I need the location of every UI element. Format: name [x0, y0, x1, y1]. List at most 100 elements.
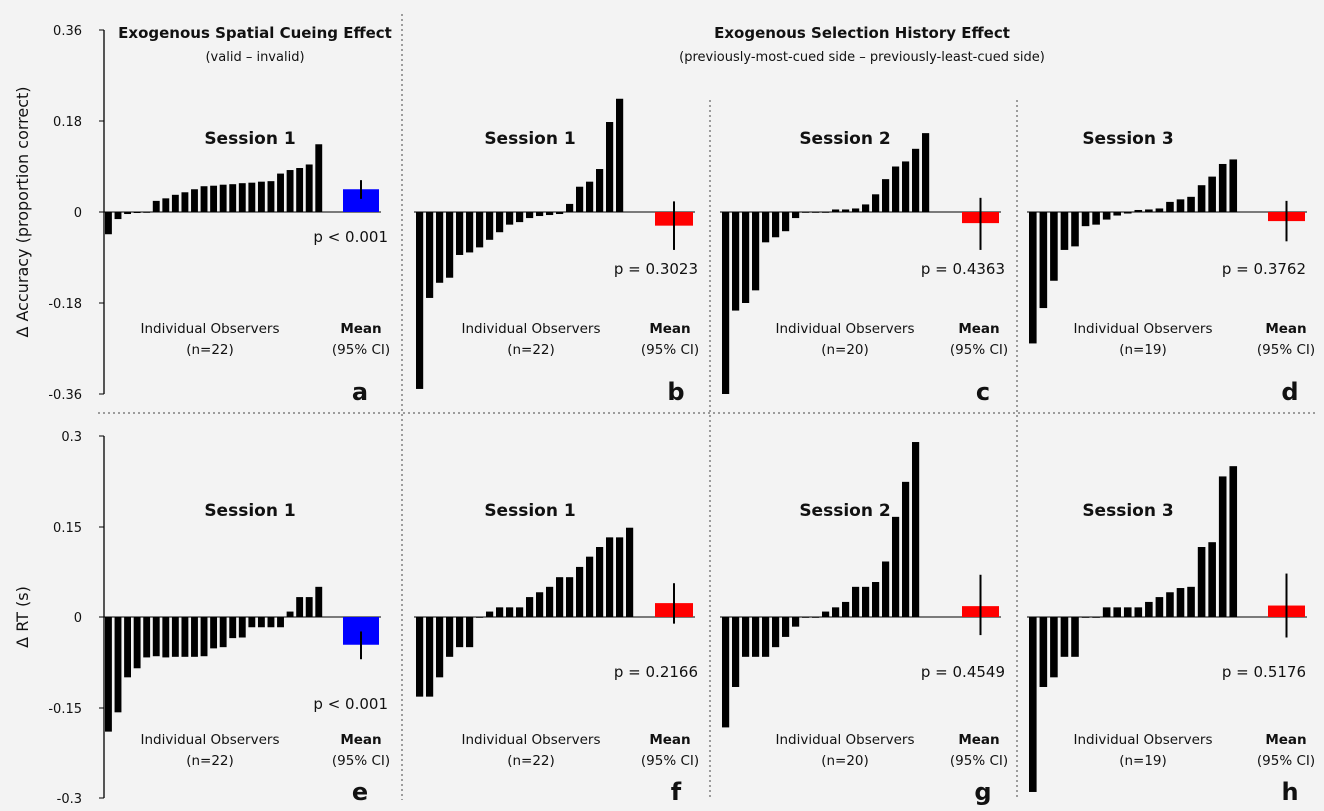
panel-g-bars — [720, 442, 1001, 728]
observer-bar — [416, 212, 424, 389]
individual-observers-label: Individual Observers — [461, 732, 600, 748]
observer-bar — [171, 194, 179, 212]
observer-bar — [922, 133, 930, 212]
panel-h: Session 3 p = 0.5176 Individual Observer… — [1027, 466, 1315, 806]
observer-bar — [1134, 209, 1143, 212]
mean-bar — [343, 189, 379, 212]
observer-bar — [267, 617, 275, 628]
observer-bar — [296, 597, 304, 617]
observer-bar — [114, 212, 122, 220]
rt-tick-label: -0.15 — [48, 702, 82, 717]
ci-label: (95% CI) — [332, 753, 390, 769]
observer-bar — [1039, 617, 1048, 687]
observer-bar — [124, 617, 131, 678]
observer-bar — [133, 212, 141, 214]
observer-bar — [238, 617, 246, 638]
observer-bar — [181, 617, 189, 657]
ci-label: (95% CI) — [332, 342, 390, 358]
ci-label: (95% CI) — [641, 342, 699, 358]
observer-bar — [210, 185, 218, 212]
observer-bar — [902, 481, 910, 617]
observer-bar — [496, 607, 504, 617]
observer-bar — [566, 577, 574, 617]
observer-bar — [1208, 542, 1216, 617]
observer-bar — [852, 208, 860, 212]
observer-bar — [902, 161, 910, 212]
observer-bar — [1029, 212, 1037, 344]
observer-bar — [1081, 212, 1090, 227]
observer-bar — [526, 597, 534, 617]
observer-bar — [277, 617, 284, 628]
accuracy-tick-label: 0.18 — [53, 115, 82, 130]
mean-label: Mean — [340, 321, 381, 337]
observer-bar — [1197, 547, 1206, 617]
observer-bar — [882, 179, 890, 212]
session-title: Session 3 — [1082, 501, 1173, 521]
history-effect-title: Exogenous Selection History Effect — [714, 24, 1010, 42]
mean-label: Mean — [649, 321, 690, 337]
p-value-label: p = 0.3762 — [1222, 260, 1306, 278]
observer-bar — [832, 607, 840, 617]
observer-bar — [812, 212, 820, 213]
observer-bar — [1155, 597, 1164, 617]
observer-bar — [596, 547, 604, 617]
observer-bar — [852, 586, 860, 617]
observer-bar — [426, 212, 434, 298]
observer-bar — [576, 566, 584, 617]
observer-bar — [586, 556, 594, 617]
observer-bar — [1208, 176, 1216, 212]
observer-bar — [1113, 607, 1121, 617]
observer-bar — [1229, 159, 1238, 212]
panel-d: Session 3 p = 0.3762 Individual Observer… — [1027, 129, 1315, 406]
observer-bar — [1197, 185, 1206, 212]
observer-bar — [1102, 212, 1111, 220]
observer-bar — [1029, 617, 1037, 792]
panel-e-bars — [104, 586, 381, 732]
individual-observers-label: Individual Observers — [461, 321, 600, 337]
observer-bar — [516, 212, 524, 223]
observer-bar — [162, 198, 170, 212]
observer-bar — [606, 537, 614, 617]
individual-observers-label: Individual Observers — [1073, 732, 1212, 748]
observer-bar — [1166, 201, 1174, 212]
rt-tick-label: 0 — [74, 611, 82, 626]
observer-bar — [1166, 592, 1174, 617]
observer-bar — [305, 597, 313, 617]
observer-bar — [1039, 212, 1048, 309]
observer-bar — [556, 212, 564, 215]
panel-letter: f — [671, 778, 682, 806]
observer-bar — [1176, 199, 1185, 212]
session-title: Session 1 — [484, 501, 575, 521]
observer-bar — [436, 617, 444, 678]
accuracy-axis-label: Δ Accuracy (proportion correct) — [13, 86, 32, 337]
observer-bar — [546, 586, 554, 617]
observer-count-label: (n=22) — [507, 342, 555, 358]
observer-bar — [576, 186, 584, 212]
observer-bar — [456, 212, 464, 255]
panel-a: Session 1 p < 0.001 Individual Observers… — [104, 129, 390, 406]
observer-bar — [822, 611, 830, 617]
observer-bar — [446, 617, 454, 657]
p-value-label: p = 0.5176 — [1222, 663, 1306, 681]
observer-count-label: (n=19) — [1119, 342, 1167, 358]
observer-bar — [782, 617, 790, 637]
observer-bar — [1113, 212, 1121, 216]
panel-letter: c — [976, 378, 990, 406]
observer-bar — [772, 617, 780, 648]
panel-f: Session 1 p = 0.2166 Individual Observer… — [414, 501, 699, 806]
observer-bar — [114, 617, 122, 713]
observer-bar — [516, 607, 524, 617]
panel-c: Session 2 p = 0.4363 Individual Observer… — [720, 129, 1008, 406]
individual-observers-label: Individual Observers — [1073, 321, 1212, 337]
observer-count-label: (n=22) — [186, 342, 234, 358]
observer-bar — [1102, 607, 1111, 617]
panel-c-bars — [720, 133, 1001, 394]
observer-bar — [822, 212, 830, 213]
observer-bar — [248, 617, 256, 628]
observer-bar — [124, 212, 131, 215]
observer-bar — [105, 617, 112, 732]
p-value-label: p = 0.2166 — [614, 663, 698, 681]
ci-label: (95% CI) — [1257, 753, 1315, 769]
observer-bar — [456, 617, 464, 648]
observer-bar — [1071, 617, 1079, 657]
